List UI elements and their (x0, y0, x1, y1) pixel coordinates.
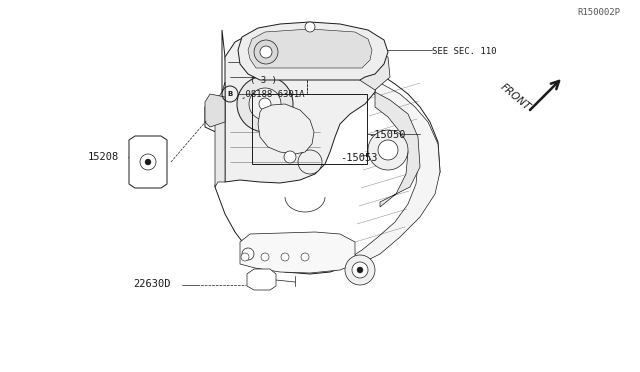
Circle shape (145, 159, 151, 165)
Polygon shape (238, 22, 388, 80)
Circle shape (281, 253, 289, 261)
Bar (252, 94, 367, 164)
Circle shape (259, 98, 271, 110)
Circle shape (237, 76, 293, 132)
Polygon shape (215, 82, 225, 187)
Circle shape (345, 255, 375, 285)
Text: ¸08188-6301A: ¸08188-6301A (240, 90, 305, 99)
Polygon shape (240, 232, 355, 273)
Circle shape (368, 130, 408, 170)
Polygon shape (225, 28, 378, 183)
Circle shape (241, 253, 249, 261)
Text: ( 3 ): ( 3 ) (250, 76, 277, 84)
Circle shape (260, 46, 272, 58)
Circle shape (254, 40, 278, 64)
Circle shape (284, 151, 296, 163)
Polygon shape (247, 269, 276, 290)
Circle shape (301, 253, 309, 261)
Polygon shape (375, 92, 420, 207)
Text: SEE SEC. 110: SEE SEC. 110 (432, 46, 497, 55)
Polygon shape (258, 104, 314, 154)
Text: R150002P: R150002P (577, 7, 620, 16)
Polygon shape (355, 52, 390, 90)
Text: B: B (227, 91, 232, 97)
Circle shape (352, 262, 368, 278)
Circle shape (378, 140, 398, 160)
Circle shape (305, 22, 315, 32)
Polygon shape (348, 77, 440, 264)
Polygon shape (129, 136, 167, 188)
Text: -15053: -15053 (340, 153, 378, 163)
Circle shape (242, 248, 254, 260)
Polygon shape (205, 94, 225, 127)
Text: 15208: 15208 (88, 152, 119, 162)
Circle shape (261, 253, 269, 261)
Text: FRONT: FRONT (498, 81, 532, 112)
Circle shape (140, 154, 156, 170)
Circle shape (357, 267, 363, 273)
Circle shape (249, 88, 281, 120)
Polygon shape (248, 29, 372, 68)
Text: 22630D: 22630D (133, 279, 170, 289)
Text: -15050: -15050 (368, 130, 406, 140)
Circle shape (298, 150, 322, 174)
